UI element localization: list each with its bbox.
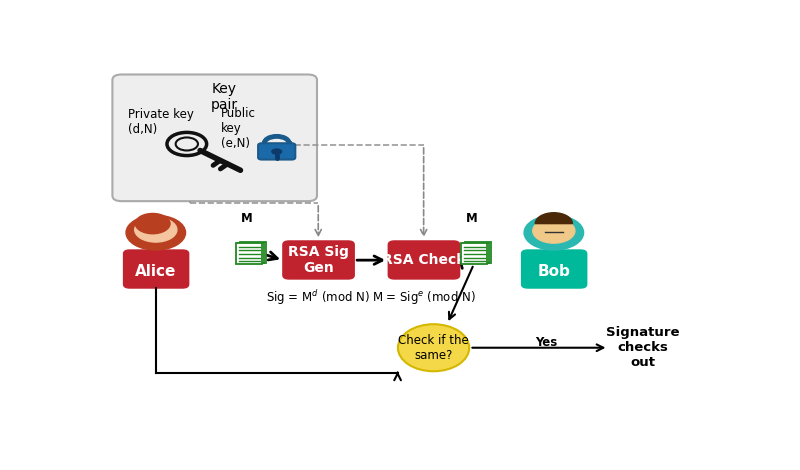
Text: Key
pair: Key pair — [210, 82, 238, 112]
Text: Signature
checks
out: Signature checks out — [606, 326, 679, 369]
Circle shape — [524, 215, 583, 250]
FancyBboxPatch shape — [236, 243, 262, 264]
FancyBboxPatch shape — [465, 242, 491, 263]
FancyBboxPatch shape — [522, 250, 586, 288]
Circle shape — [176, 137, 198, 150]
Circle shape — [126, 215, 186, 250]
Text: Alice: Alice — [135, 264, 177, 279]
FancyBboxPatch shape — [240, 242, 266, 263]
Text: Public
key
(e,N): Public key (e,N) — [221, 107, 256, 150]
Text: Sig = M$^d$ (mod N): Sig = M$^d$ (mod N) — [266, 288, 370, 306]
Text: M: M — [241, 212, 253, 225]
FancyBboxPatch shape — [123, 250, 189, 288]
FancyBboxPatch shape — [388, 241, 459, 279]
FancyBboxPatch shape — [283, 241, 354, 279]
Ellipse shape — [398, 324, 470, 371]
Text: Private key
(d,N): Private key (d,N) — [128, 108, 194, 135]
Text: M = Sig$^e$ (mod N): M = Sig$^e$ (mod N) — [372, 289, 475, 306]
Text: M: M — [466, 212, 478, 225]
Text: RSA Sig
Gen: RSA Sig Gen — [288, 245, 349, 275]
Text: Check if the
same?: Check if the same? — [398, 334, 469, 362]
FancyBboxPatch shape — [258, 143, 295, 159]
Circle shape — [135, 213, 170, 234]
Text: RSA Check: RSA Check — [382, 253, 466, 267]
Circle shape — [134, 218, 177, 242]
Text: Bob: Bob — [538, 264, 570, 279]
FancyBboxPatch shape — [461, 243, 487, 264]
FancyBboxPatch shape — [238, 243, 264, 264]
Circle shape — [271, 149, 282, 155]
Circle shape — [533, 219, 575, 243]
FancyBboxPatch shape — [112, 74, 317, 201]
Wedge shape — [535, 213, 573, 224]
Text: Yes: Yes — [535, 336, 558, 349]
FancyBboxPatch shape — [463, 243, 489, 264]
